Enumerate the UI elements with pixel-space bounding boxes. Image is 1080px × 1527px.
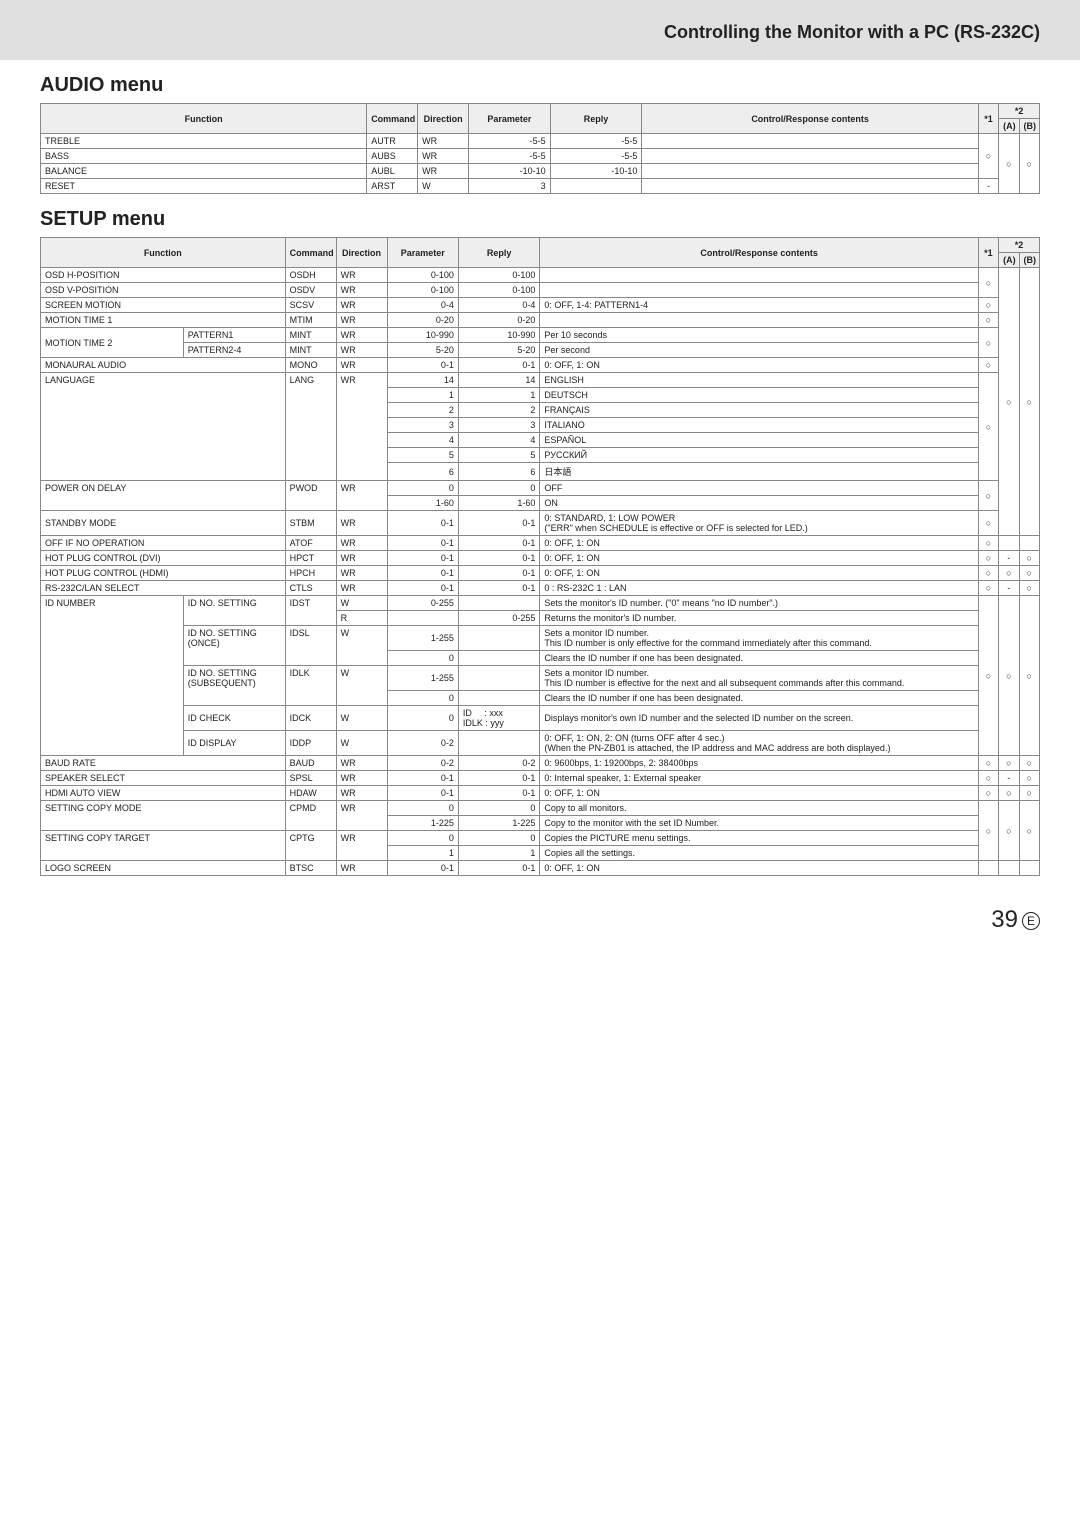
th-b: (B) [1019,119,1039,134]
th-parameter: Parameter [387,238,458,268]
table-row: OSD V-POSITION OSDV WR 0-100 0-100 [41,283,1040,298]
th-direction: Direction [336,238,387,268]
table-row: MOTION TIME 1 MTIM WR 0-20 0-20 ○ [41,313,1040,328]
th-direction: Direction [418,104,469,134]
table-row: LOGO SCREEN BTSC WR 0-1 0-1 0: OFF, 1: O… [41,861,1040,876]
table-row: ID NUMBER ID NO. SETTING IDST W 0-255 Se… [41,596,1040,611]
setup-section-title: SETUP menu [40,208,1080,231]
table-row: OFF IF NO OPERATION ATOF WR 0-1 0-1 0: O… [41,536,1040,551]
table-row: TREBLE AUTR WR -5-5 -5-5 ○ ○ ○ [41,134,1040,149]
th-reply: Reply [458,238,540,268]
table-row: BASS AUBS WR -5-5 -5-5 [41,149,1040,164]
th-b: (B) [1019,253,1040,268]
th-command: Command [285,238,336,268]
page-number: 39E [0,906,1040,934]
table-row: POWER ON DELAY PWOD WR 0 0 OFF ○ [41,481,1040,496]
th-command: Command [367,104,418,134]
table-row: ID CHECK IDCK W 0 ID : xxx IDLK : yyy Di… [41,706,1040,731]
table-row: SCREEN MOTION SCSV WR 0-4 0-4 0: OFF, 1-… [41,298,1040,313]
th-star2: *2 [999,238,1040,253]
table-row: HDMI AUTO VIEW HDAW WR 0-1 0-1 0: OFF, 1… [41,786,1040,801]
table-row: RESET ARST W 3 - [41,179,1040,194]
audio-section-title: AUDIO menu [40,74,1080,97]
th-a: (A) [999,253,1019,268]
table-row: BAUD RATE BAUD WR 0-2 0-2 0: 9600bps, 1:… [41,756,1040,771]
th-star1: *1 [978,238,998,268]
th-a: (A) [999,119,1019,134]
th-contents: Control/Response contents [540,238,978,268]
table-row: OSD H-POSITION OSDH WR 0-100 0-100 ○ ○ ○ [41,268,1040,283]
th-function: Function [41,238,286,268]
table-row: PATTERN2-4 MINT WR 5-20 5-20 Per second [41,343,1040,358]
th-contents: Control/Response contents [642,104,978,134]
audio-table: Function Command Direction Parameter Rep… [40,103,1040,194]
page-number-value: 39 [991,906,1018,933]
table-row: HOT PLUG CONTROL (DVI) HPCT WR 0-1 0-1 0… [41,551,1040,566]
table-row: MONAURAL AUDIO MONO WR 0-1 0-1 0: OFF, 1… [41,358,1040,373]
table-row: SETTING COPY TARGET CPTG WR 0 0 Copies t… [41,831,1040,846]
setup-table: Function Command Direction Parameter Rep… [40,237,1040,876]
table-row: RS-232C/LAN SELECT CTLS WR 0-1 0-1 0 : R… [41,581,1040,596]
page-e-icon: E [1022,912,1040,930]
table-row: SETTING COPY MODE CPMD WR 0 0 Copy to al… [41,801,1040,816]
table-row: LANGUAGE LANG WR 14 14 ENGLISH ○ [41,373,1040,388]
th-reply: Reply [550,104,642,134]
table-row: ID NO. SETTING (ONCE) IDSL W 1-255 Sets … [41,626,1040,651]
header-bar: Controlling the Monitor with a PC (RS-23… [0,0,1080,60]
th-star1: *1 [978,104,998,134]
th-star2: *2 [999,104,1040,119]
th-parameter: Parameter [469,104,551,134]
table-row: BALANCE AUBL WR -10-10 -10-10 [41,164,1040,179]
table-row: SPEAKER SELECT SPSL WR 0-1 0-1 0: Intern… [41,771,1040,786]
table-row: STANDBY MODE STBM WR 0-1 0-1 0: STANDARD… [41,511,1040,536]
table-row: HOT PLUG CONTROL (HDMI) HPCH WR 0-1 0-1 … [41,566,1040,581]
table-row: MOTION TIME 2 PATTERN1 MINT WR 10-990 10… [41,328,1040,343]
page-title: Controlling the Monitor with a PC (RS-23… [664,22,1040,43]
table-row: ID NO. SETTING (SUBSEQUENT) IDLK W 1-255… [41,666,1040,691]
table-row: ID DISPLAY IDDP W 0-2 0: OFF, 1: ON, 2: … [41,731,1040,756]
th-function: Function [41,104,367,134]
